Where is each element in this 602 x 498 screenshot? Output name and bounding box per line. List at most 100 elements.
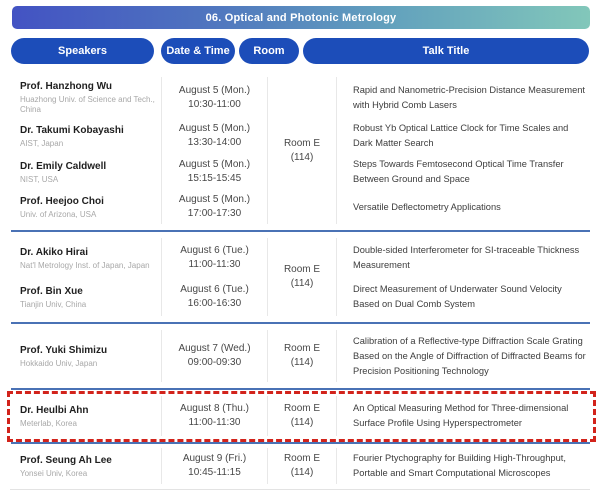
- talk-title: Double-sided Interferometer for SI-trace…: [353, 245, 580, 270]
- datetime-cell: August 8 (Thu.) 11:00-11:30: [162, 396, 268, 436]
- room-name: Room E: [283, 453, 321, 464]
- speaker-cell: Dr. Takumi Kobayashi AIST, Japan: [10, 118, 162, 154]
- session-date: August 6 (Tue.): [180, 245, 249, 256]
- speaker-name: Prof. Seung Ah Lee: [20, 454, 112, 466]
- speaker-name: Dr. Heulbi Ahn: [20, 404, 89, 416]
- speaker-affiliation: Huazhong Univ. of Science and Tech., Chi…: [20, 95, 155, 114]
- speaker-affiliation: NIST, USA: [20, 174, 59, 184]
- session-date: August 6 (Tue.): [180, 284, 249, 295]
- session-date: August 5 (Mon.): [178, 194, 251, 205]
- session-time: 11:00-11:30: [188, 259, 241, 270]
- session-time: 16:00-16:30: [187, 298, 242, 309]
- speaker-affiliation: Yonsei Univ, Korea: [20, 468, 88, 478]
- speaker-name: Prof. Hanzhong Wu: [20, 81, 113, 92]
- column-header-label: Talk Title: [422, 45, 470, 57]
- speaker-name: Dr. Akiko Hirai: [20, 246, 88, 258]
- speaker-cell: Prof. Seung Ah Lee Yonsei Univ, Korea: [10, 448, 162, 484]
- column-header-room: Room: [239, 38, 299, 64]
- talk-title: An Optical Measuring Method for Three-di…: [353, 403, 569, 428]
- room-cell: Room E (114): [268, 330, 337, 382]
- room-name: Room E: [283, 264, 321, 275]
- session-time: 15:15-15:45: [187, 173, 242, 184]
- session-date: August 5 (Mon.): [178, 123, 251, 134]
- room-cell: Room E (114): [268, 238, 337, 316]
- session-date: August 5 (Mon.): [178, 159, 251, 170]
- highlighted-session-row[interactable]: Dr. Heulbi Ahn Meterlab, Korea August 8 …: [7, 390, 596, 442]
- table-bottom-border: [10, 489, 590, 490]
- group-divider: [11, 388, 590, 390]
- datetime-cell: August 5 (Mon.) 17:00-17:30: [162, 190, 268, 224]
- group-divider: [11, 322, 590, 324]
- column-header-row: Speakers Date & Time Room Talk Title: [0, 38, 602, 64]
- group-divider: [11, 230, 590, 232]
- speaker-name: Prof. Heejoo Choi: [20, 195, 104, 207]
- datetime-cell: August 5 (Mon.) 15:15-15:45: [162, 154, 268, 190]
- conference-schedule-page: 06. Optical and Photonic Metrology Speak…: [0, 6, 602, 498]
- talk-title: Calibration of a Reflective-type Diffrac…: [353, 335, 586, 376]
- schedule-group-august-5: Prof. Hanzhong Wu Huazhong Univ. of Scie…: [10, 71, 590, 230]
- speaker-cell: Dr. Akiko Hirai Nat'l Metrology Inst. of…: [10, 238, 162, 278]
- session-title-banner: 06. Optical and Photonic Metrology: [12, 6, 590, 29]
- schedule-table: Prof. Hanzhong Wu Huazhong Univ. of Scie…: [7, 71, 596, 490]
- talk-title: Versatile Deflectometry Applications: [353, 201, 501, 212]
- speaker-affiliation: AIST, Japan: [20, 138, 64, 148]
- session-title: 06. Optical and Photonic Metrology: [205, 11, 397, 24]
- session-time: 10:30-11:00: [188, 98, 241, 110]
- room-number: (114): [290, 151, 314, 163]
- room-name: Room E: [283, 343, 321, 354]
- speaker-name: Dr. Takumi Kobayashi: [20, 124, 124, 136]
- speaker-name: Prof. Bin Xue: [20, 285, 83, 297]
- speaker-cell: Dr. Heulbi Ahn Meterlab, Korea: [10, 396, 162, 436]
- speaker-cell: Prof. Bin Xue Tianjin Univ, China: [10, 278, 162, 316]
- datetime-cell: August 7 (Wed.) 09:00-09:30: [162, 330, 268, 382]
- schedule-group-august-9: Prof. Seung Ah Lee Yonsei Univ, Korea Au…: [10, 444, 590, 488]
- datetime-cell: August 5 (Mon.) 10:30-11:00: [162, 77, 268, 118]
- room-name: Room E: [283, 403, 321, 414]
- session-time: 09:00-09:30: [187, 357, 242, 368]
- group-divider: [11, 442, 590, 444]
- speaker-affiliation: Hokkaido Univ, Japan: [20, 358, 98, 368]
- datetime-cell: August 5 (Mon.) 13:30-14:00: [162, 118, 268, 154]
- datetime-cell: August 9 (Fri.) 10:45-11:15: [162, 448, 268, 484]
- column-header-date-time: Date & Time: [161, 38, 235, 64]
- room-number: (114): [290, 357, 314, 368]
- session-time: 17:00-17:30: [187, 208, 242, 219]
- speaker-cell: Prof. Hanzhong Wu Huazhong Univ. of Scie…: [10, 77, 162, 118]
- talk-title: Direct Measurement of Underwater Sound V…: [353, 284, 562, 309]
- talk-title-cell: Rapid and Nanometric-Precision Distance …: [337, 77, 590, 118]
- talk-title-cell: Calibration of a Reflective-type Diffrac…: [337, 330, 590, 382]
- datetime-cell: August 6 (Tue.) 16:00-16:30: [162, 278, 268, 316]
- session-date: August 7 (Wed.): [178, 343, 251, 354]
- speaker-name: Prof. Yuki Shimizu: [20, 344, 108, 356]
- speaker-affiliation: Univ. of Arizona, USA: [20, 209, 97, 219]
- speaker-affiliation: Meterlab, Korea: [20, 418, 77, 428]
- schedule-group-august-7: Prof. Yuki Shimizu Hokkaido Univ, Japan …: [10, 324, 590, 388]
- column-header-label: Date & Time: [166, 45, 230, 57]
- talk-title-cell: Steps Towards Femtosecond Optical Time T…: [337, 154, 590, 190]
- room-cell: Room E (114): [268, 448, 337, 484]
- session-time: 13:30-14:00: [187, 137, 242, 148]
- speaker-cell: Dr. Emily Caldwell NIST, USA: [10, 154, 162, 190]
- room-cell: Room E (114): [268, 396, 337, 436]
- talk-title: Robust Yb Optical Lattice Clock for Time…: [353, 123, 569, 148]
- talk-title-cell: An Optical Measuring Method for Three-di…: [337, 396, 590, 436]
- session-time: 10:45-11:15: [188, 467, 241, 478]
- room-number: (114): [290, 467, 314, 478]
- session-date: August 9 (Fri.): [182, 453, 247, 464]
- talk-title-cell: Robust Yb Optical Lattice Clock for Time…: [337, 118, 590, 154]
- talk-title: Rapid and Nanometric-Precision Distance …: [353, 84, 586, 110]
- talk-title-cell: Double-sided Interferometer for SI-trace…: [337, 238, 590, 278]
- talk-title: Fourier Ptychography for Building High-T…: [353, 453, 566, 478]
- session-time: 11:00-11:30: [188, 417, 241, 428]
- room-cell: Room E (114): [268, 77, 337, 224]
- room-name: Room E: [283, 137, 321, 149]
- speaker-affiliation: Tianjin Univ, China: [20, 299, 87, 309]
- talk-title-cell: Fourier Ptychography for Building High-T…: [337, 448, 590, 484]
- speaker-name: Dr. Emily Caldwell: [20, 160, 107, 172]
- talk-title-cell: Direct Measurement of Underwater Sound V…: [337, 278, 590, 316]
- column-header-label: Speakers: [58, 45, 107, 57]
- session-date: August 8 (Thu.): [180, 403, 249, 414]
- speaker-affiliation: Nat'l Metrology Inst. of Japan, Japan: [20, 260, 150, 270]
- speaker-cell: Prof. Yuki Shimizu Hokkaido Univ, Japan: [10, 330, 162, 382]
- datetime-cell: August 6 (Tue.) 11:00-11:30: [162, 238, 268, 278]
